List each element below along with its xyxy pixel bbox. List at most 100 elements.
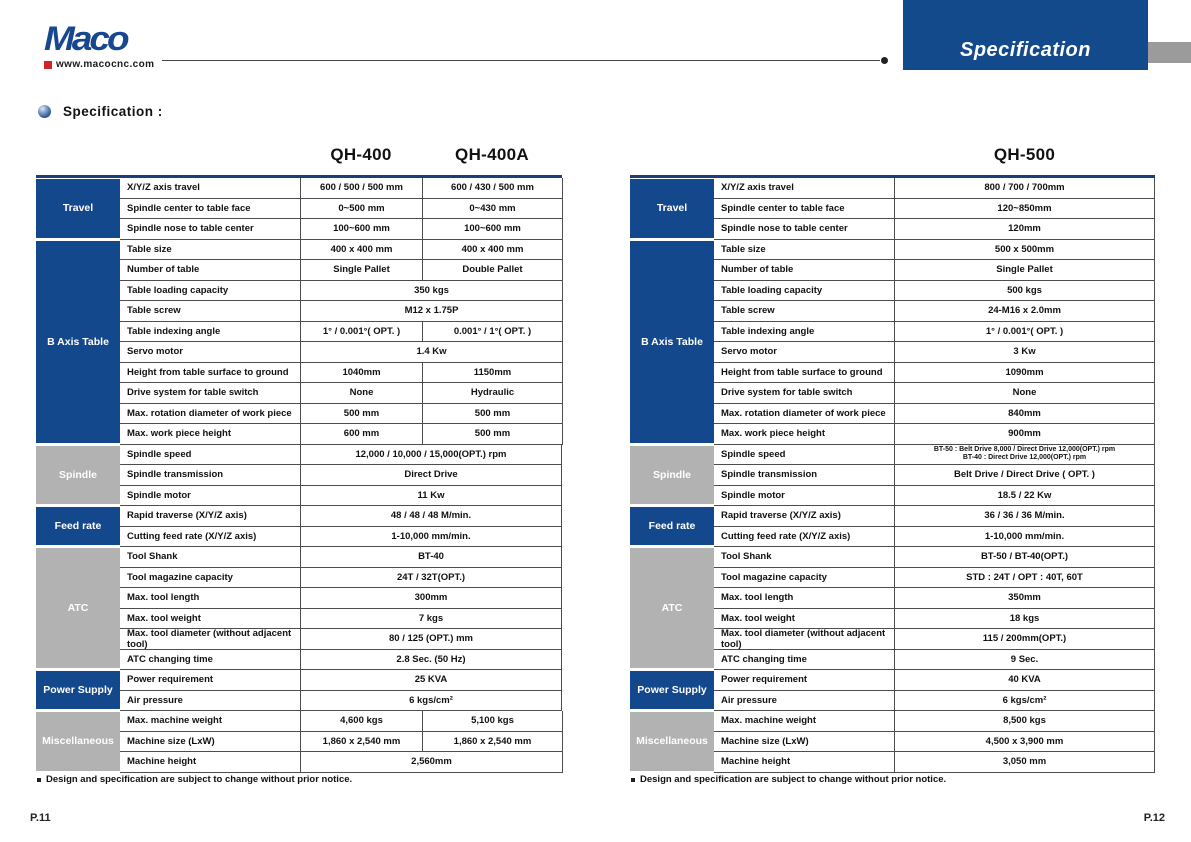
row-value: BT-50 / BT-40(OPT.) (894, 547, 1154, 567)
row-value: 1150mm (422, 362, 562, 382)
spec-row: Table loading capacity 500 kgs (714, 280, 1155, 301)
spec-section: Travel X/Y/Z axis travel 600 / 500 / 500 m… (36, 178, 563, 240)
row-label: Power requirement (127, 674, 214, 686)
spec-row: Height from table surface to ground 1040m… (120, 362, 563, 383)
row-value: 350 kgs (300, 280, 562, 300)
row-value: 2,560mm (300, 752, 562, 772)
spec-row: Machine size (LxW) 4,500 x 3,900 mm (714, 731, 1155, 752)
row-value: 1-10,000 mm/min. (300, 526, 561, 546)
spec-row: X/Y/Z axis travel 600 / 500 / 500 mm 600 /… (120, 178, 563, 199)
row-label: Air pressure (127, 694, 183, 706)
row-label: Table indexing angle (127, 325, 221, 337)
row-value: 0~500 mm (300, 198, 422, 218)
row-label: Max. tool weight (721, 612, 795, 624)
row-value: 80 / 125 (OPT.) mm (300, 629, 561, 649)
spec-row: Cutting feed rate (X/Y/Z axis) 1-10,000 m… (714, 526, 1155, 547)
row-label: X/Y/Z axis travel (721, 182, 794, 194)
spec-row: Drive system for table switch None Hydraul… (120, 383, 563, 404)
row-label: Cutting feed rate (X/Y/Z axis) (721, 530, 851, 542)
row-label: Tool magazine capacity (127, 571, 233, 583)
row-label: Max. tool length (721, 592, 794, 604)
row-label: Table indexing angle (721, 325, 815, 337)
row-value: 6 kgs/cm² (300, 690, 561, 710)
row-label: Table loading capacity (127, 284, 229, 296)
row-value: STD : 24T / OPT : 40T, 60T (894, 567, 1154, 587)
row-value: 120~850mm (894, 198, 1154, 218)
row-label: Height from table surface to ground (127, 366, 289, 378)
row-value: 3,050 mm (894, 752, 1154, 772)
section-label: Feed rate (630, 507, 714, 545)
row-value: 36 / 36 / 36 M/min. (894, 506, 1154, 526)
row-value: 18.5 / 22 Kw (894, 485, 1154, 505)
row-label: ATC changing time (127, 653, 213, 665)
spec-section: Feed rate Rapid traverse (X/Y/Z axis) 36 /… (630, 506, 1155, 547)
row-label: Rapid traverse (X/Y/Z axis) (721, 510, 841, 522)
spec-row: Table size 500 x 500mm (714, 239, 1155, 260)
row-value: 1° / 0.001°( OPT. ) (300, 321, 422, 341)
row-label: Machine height (127, 756, 197, 768)
row-value: 400 x 400 mm (422, 239, 562, 259)
row-value: 2.8 Sec. (50 Hz) (300, 649, 561, 669)
row-label: Table screw (721, 305, 775, 317)
row-value: BT-50 : Belt Drive 8,000 / Direct Drive … (894, 444, 1154, 464)
row-value: 48 / 48 / 48 M/min. (300, 506, 561, 526)
row-value: Belt Drive / Direct Drive ( OPT. ) (894, 465, 1154, 485)
spec-section: Feed rate Rapid traverse (X/Y/Z axis) 48 /… (36, 506, 562, 547)
row-value: 900mm (894, 424, 1154, 444)
row-label: Max. tool diameter (without adjacent too… (721, 627, 886, 650)
spec-row: Spindle motor 11 Kw (120, 485, 562, 506)
row-label: Tool Shank (127, 551, 178, 563)
section-label: Feed rate (36, 507, 120, 545)
spec-row: Spindle transmission Belt Drive / Direct … (714, 465, 1155, 486)
row-label: Machine size (LxW) (127, 735, 215, 747)
logo-website-url: www.macocnc.com (56, 59, 155, 70)
row-value: None (894, 383, 1154, 403)
row-value: 1040mm (300, 362, 422, 382)
section-label: Miscellaneous (630, 712, 714, 771)
row-value: 600 mm (300, 424, 422, 444)
row-value: Double Pallet (422, 260, 562, 280)
row-value: Single Pallet (300, 260, 422, 280)
spec-table-qh400: QH-400 QH-400A Travel X/Y/Z axis travel 60… (36, 145, 563, 773)
spec-row: Machine size (LxW) 1,860 x 2,540 mm 1,860 … (120, 731, 563, 752)
row-label: Max. rotation diameter of work piece (721, 407, 886, 419)
row-label: Max. machine weight (721, 715, 817, 727)
spec-row: Spindle nose to table center 100~600 mm 10… (120, 219, 563, 240)
row-label: Spindle center to table face (721, 202, 845, 214)
row-value: M12 x 1.75P (300, 301, 562, 321)
spec-row: Drive system for table switch None (714, 383, 1155, 404)
spec-row: Air pressure 6 kgs/cm² (120, 690, 562, 711)
spec-row: Power requirement 25 KVA (120, 670, 562, 691)
row-value: Direct Drive (300, 465, 561, 485)
row-value: 7 kgs (300, 608, 561, 628)
spec-row: Machine height 2,560mm (120, 752, 563, 773)
spec-row: ATC changing time 2.8 Sec. (50 Hz) (120, 649, 562, 670)
row-value: 3 Kw (894, 342, 1154, 362)
spec-row: Table size 400 x 400 mm 400 x 400 mm (120, 239, 563, 260)
row-label: ATC changing time (721, 653, 807, 665)
spec-row: Number of table Single Pallet Double Palle… (120, 260, 563, 281)
spec-row: Max. tool length 350mm (714, 588, 1155, 609)
row-label: Spindle speed (127, 448, 192, 460)
spec-row: Spindle speed BT-50 : Belt Drive 8,000 / … (714, 444, 1155, 465)
spec-row: Servo motor 3 Kw (714, 342, 1155, 363)
header-dot-icon (881, 57, 888, 64)
banner-title: Specification (960, 39, 1091, 61)
spec-section: Spindle Spindle speed BT-50 : Belt Drive 8… (630, 444, 1155, 506)
spec-section: Spindle Spindle speed 12,000 / 10,000 / 15… (36, 444, 562, 506)
row-label: Drive system for table switch (721, 387, 853, 399)
section-label: Miscellaneous (36, 712, 120, 771)
spec-row: Max. tool weight 7 kgs (120, 608, 562, 629)
row-value: 500 mm (422, 403, 562, 423)
section-label: Travel (36, 179, 120, 238)
spec-row: Max. work piece height 900mm (714, 424, 1155, 445)
row-label: Spindle nose to table center (127, 223, 254, 235)
spec-row: Tool Shank BT-50 / BT-40(OPT.) (714, 547, 1155, 568)
row-value: 6 kgs/cm² (894, 690, 1154, 710)
row-value: 300mm (300, 588, 561, 608)
model-header-row: QH-400 QH-400A (36, 145, 562, 175)
row-value: 25 KVA (300, 670, 561, 690)
spec-section: Miscellaneous Max. machine weight 8,500 kg… (630, 711, 1155, 773)
spec-row: Rapid traverse (X/Y/Z axis) 48 / 48 / 48 … (120, 506, 562, 527)
row-label: Table loading capacity (721, 284, 823, 296)
